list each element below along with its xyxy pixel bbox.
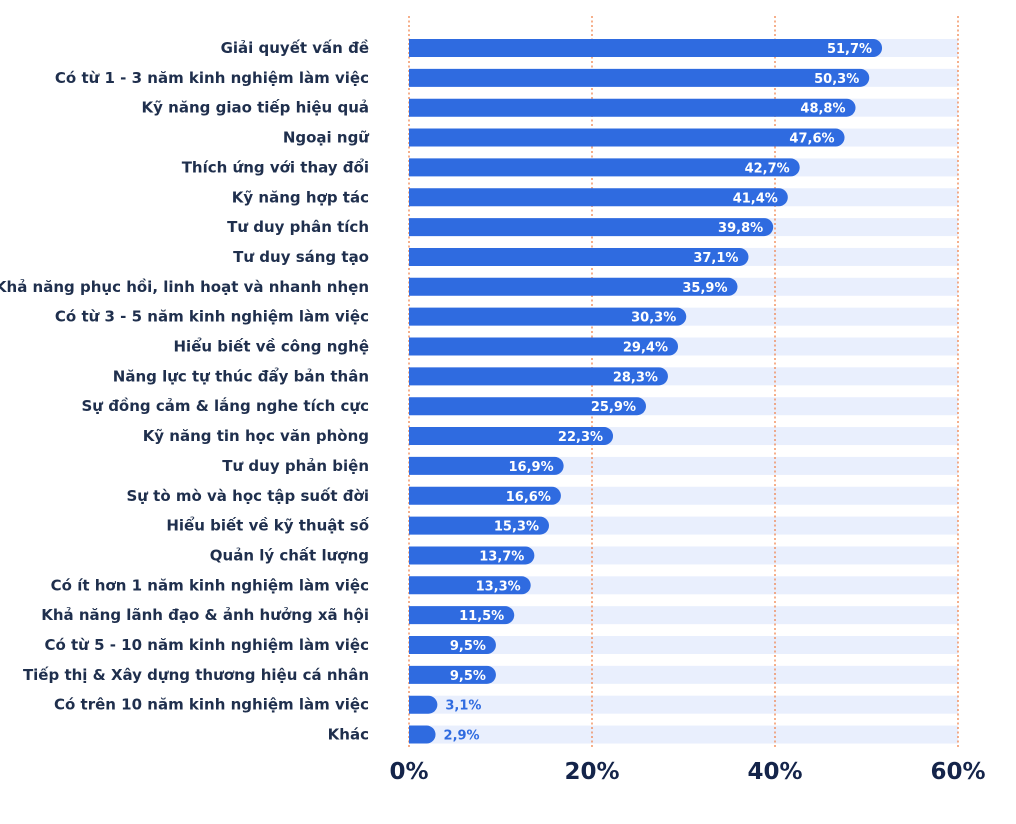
bar-track [409,636,958,654]
value-labels: 51,7% 50,3% 48,8% 47,6% 42,7% 41,4% 39,8% 37,1%… [444,42,873,744]
bar [409,606,515,625]
data-label: 13,3% [476,579,521,594]
bar [409,307,687,326]
bar [409,427,614,446]
bar [409,367,668,386]
bar [409,397,646,416]
category-label: Năng lực tự thúc đẩy bản thân [113,366,369,385]
category-labels: Giải quyết vấn đề Có từ 1 - 3 năm kinh ng… [0,38,370,744]
data-label: 9,5% [450,639,486,654]
category-label: Tư duy phân tích [227,218,369,236]
bar-track [409,725,958,744]
category-label: Quản lý chất lượng [210,546,369,564]
x-tick-label: 20% [564,759,619,785]
data-label: 37,1% [693,251,738,266]
data-label: 39,8% [718,221,763,236]
bar [409,665,496,684]
bar [409,39,883,57]
category-label: Có ít hơn 1 năm kinh nghiệm làm việc [51,576,369,594]
data-label: 2,9% [444,729,480,744]
data-label: 16,9% [509,460,554,475]
category-label: Thích ứng với thay đổi [182,157,369,176]
category-label: Có từ 5 - 10 năm kinh nghiệm làm việc [44,636,369,654]
x-axis-ticks: 0% 20% 40% 60% [389,759,985,785]
data-label: 9,5% [450,669,486,684]
data-label: 16,6% [506,490,551,505]
x-tick-label: 40% [747,759,802,785]
category-label: Hiểu biết về kỹ thuật số [166,516,369,535]
bar-track [409,606,958,625]
data-label: 51,7% [827,42,872,57]
bar [409,98,856,117]
bar-track [409,576,958,595]
bar [409,695,438,714]
bar-track [409,665,958,684]
bar [409,337,679,356]
x-tick-label: 0% [389,759,428,785]
data-label: 13,7% [479,549,524,564]
data-label: 15,3% [494,520,539,535]
data-label: 48,8% [800,102,845,117]
data-label: 28,3% [613,370,658,385]
category-label: Có trên 10 năm kinh nghiệm làm việc [54,696,369,714]
bar-track [409,546,958,565]
data-label: 42,7% [745,161,790,176]
bar [409,636,496,654]
bars [409,39,883,744]
bar [409,546,535,565]
data-label: 3,1% [445,699,481,714]
bar [409,277,738,296]
category-label: Tiếp thị & Xây dựng thương hiệu cá nhân [23,665,369,684]
category-label: Giải quyết vấn đề [221,38,369,57]
category-label: Tư duy phản biện [222,457,369,475]
data-label: 41,4% [733,191,778,206]
bar [409,486,561,505]
data-label: 50,3% [814,72,859,87]
data-label: 29,4% [623,341,668,356]
bar [409,725,436,744]
data-label: 22,3% [558,430,603,445]
data-label: 35,9% [682,281,727,296]
category-label: Ngoại ngữ [283,129,369,147]
category-label: Kỹ năng giao tiếp hiệu quả [142,98,369,117]
bar [409,68,870,87]
category-label: Hiểu biết về công nghệ [174,337,370,356]
bar [409,188,788,207]
data-label: 47,6% [789,132,834,147]
data-label: 25,9% [591,400,636,415]
x-tick-label: 60% [930,759,985,785]
bar-track [409,695,958,714]
bar [409,158,800,177]
data-label: 30,3% [631,311,676,326]
data-label: 11,5% [459,609,504,624]
bar [409,576,531,595]
category-label: Sự tò mò và học tập suốt đời [126,486,369,505]
category-label: Có từ 3 - 5 năm kinh nghiệm làm việc [55,308,369,326]
bar [409,128,845,147]
bar [409,516,549,535]
category-label: Có từ 1 - 3 năm kinh nghiệm làm việc [55,69,369,87]
category-label: Khác [328,726,369,744]
bar [409,247,749,266]
bar [409,456,564,475]
category-label: Kỹ năng hợp tác [232,188,369,206]
category-label: Khả năng phục hồi, linh hoạt và nhanh nh… [0,277,369,296]
category-label: Khả năng lãnh đạo & ảnh hưởng xã hội [41,606,369,624]
category-label: Sự đồng cảm & lắng nghe tích cực [81,396,369,415]
bar [409,218,774,237]
category-label: Tư duy sáng tạo [233,248,369,266]
category-label: Kỹ năng tin học văn phòng [143,427,369,445]
